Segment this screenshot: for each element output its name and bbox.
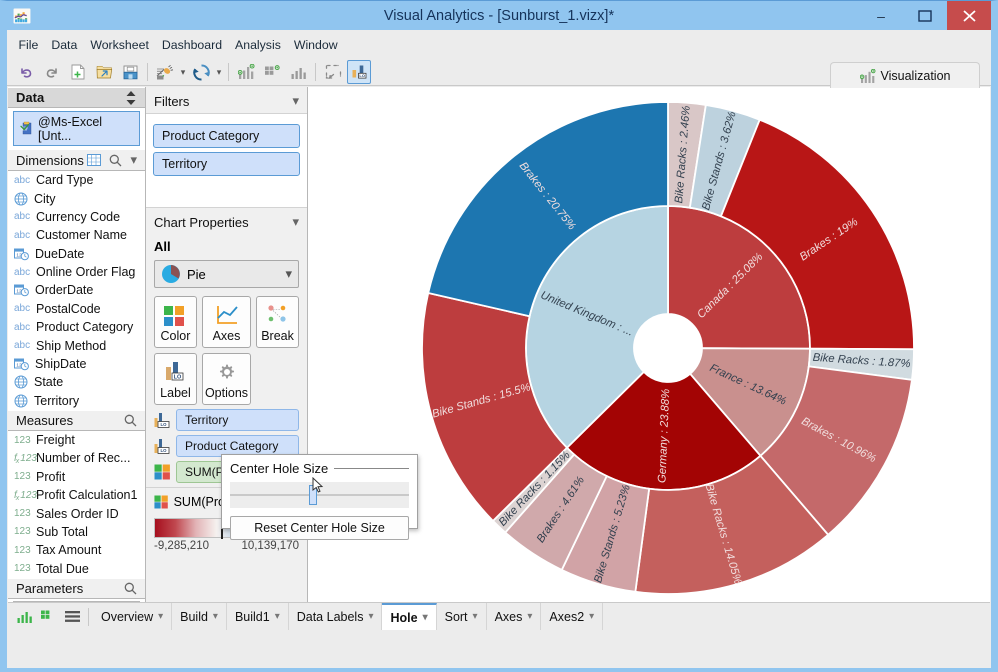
svg-text:LO: LO bbox=[174, 374, 182, 380]
svg-text:LO: LO bbox=[359, 73, 365, 78]
svg-text:LO: LO bbox=[161, 422, 168, 427]
svg-text:LO: LO bbox=[161, 448, 168, 453]
